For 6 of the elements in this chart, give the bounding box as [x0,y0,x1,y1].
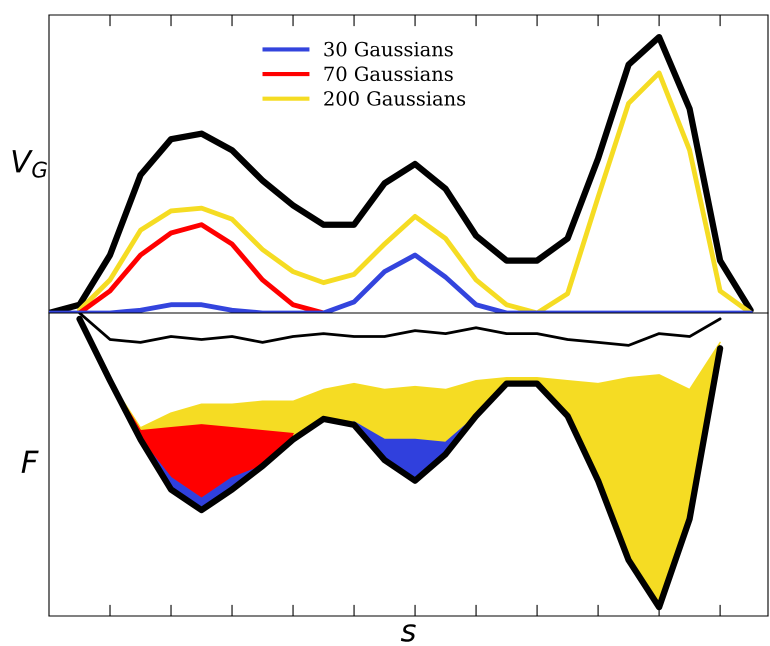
legend-label: 30 Gaussians [324,42,453,56]
legend-label: 70 Gaussians [324,66,453,82]
y-axis-title: F [22,450,39,473]
x-axis-title: s [400,624,416,642]
y-axis-title: V$_{G}$ [12,150,47,178]
legend-label: 200 Gaussians [324,91,466,106]
